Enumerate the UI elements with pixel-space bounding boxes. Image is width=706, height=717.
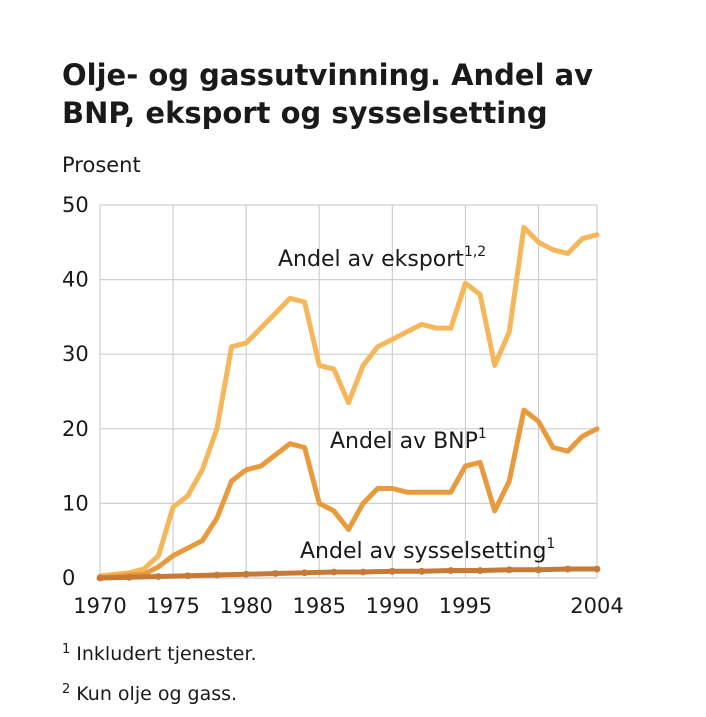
y-tick-label: 50 — [62, 193, 89, 217]
x-tick-label: 1995 — [439, 594, 492, 618]
series-line — [97, 566, 600, 581]
data-point — [505, 566, 513, 574]
y-axis-label: Prosent — [62, 153, 141, 177]
footnote-2-text: Kun olje og gass. — [76, 683, 238, 705]
footnotes: 1 Inkludert tjenester. 2 Kun olje og gass. — [62, 632, 257, 712]
data-point — [330, 568, 338, 576]
data-point — [447, 567, 455, 574]
data-point — [476, 567, 484, 574]
x-tick-label: 1975 — [146, 594, 199, 618]
series-label: Andel av eksport1,2 — [278, 244, 486, 272]
axis-tick-labels: 0 10 20 30 40 50 1970 1975 1980 1985 1990 1995 2004 — [62, 193, 624, 618]
x-tick-label: 2004 — [570, 594, 623, 618]
x-tick-label: 1980 — [219, 594, 272, 618]
footnote-2: 2 Kun olje og gass. — [62, 672, 257, 712]
y-tick-label: 30 — [62, 342, 89, 366]
series-line — [97, 407, 600, 581]
series-line — [97, 224, 600, 579]
chart-title: Olje- og gassutvinning. Andel av BNP, ek… — [62, 56, 682, 132]
grid-lines — [99, 204, 598, 579]
series-label: Andel av BNP1 — [330, 426, 487, 454]
series-lines — [96, 224, 601, 582]
x-tick-label: 1990 — [366, 594, 419, 618]
chart-title-line-2: BNP, eksport og sysselsetting — [62, 96, 548, 130]
data-point — [272, 570, 279, 577]
x-tick-label: 1985 — [293, 594, 346, 618]
data-point — [593, 565, 601, 573]
data-point — [535, 566, 542, 574]
data-point — [155, 573, 162, 580]
y-tick-label: 0 — [62, 566, 75, 590]
data-point — [96, 574, 104, 582]
data-point — [564, 565, 572, 573]
series-label: Andel av sysselsetting1 — [300, 536, 555, 564]
series-labels: Andel av eksport1,2 Andel av BNP1 Andel av… — [278, 244, 555, 564]
footnote-2-mark: 2 — [62, 682, 71, 697]
data-point — [359, 568, 367, 576]
data-point — [184, 572, 192, 580]
data-point — [242, 570, 250, 578]
data-point — [388, 567, 396, 575]
footnote-1-mark: 1 — [62, 642, 71, 657]
footnote-1: 1 Inkludert tjenester. — [62, 632, 257, 672]
data-point — [125, 573, 133, 581]
y-tick-label: 10 — [62, 491, 89, 515]
data-point — [418, 567, 425, 575]
chart-title-line-1: Olje- og gassutvinning. Andel av — [62, 58, 594, 92]
x-tick-label: 1970 — [73, 594, 126, 618]
data-point — [213, 571, 221, 579]
y-tick-label: 20 — [62, 417, 89, 441]
data-point — [301, 569, 309, 577]
y-tick-label: 40 — [62, 268, 89, 292]
footnote-1-text: Inkludert tjenester. — [76, 643, 257, 665]
